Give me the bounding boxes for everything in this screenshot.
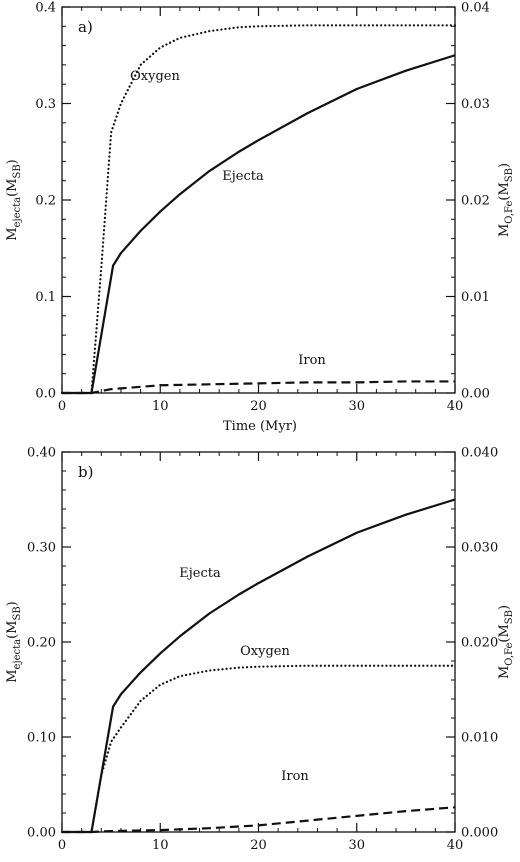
y-right-axis-title: MO,Fe(MSB) [497, 163, 515, 237]
panel-label: b) [78, 463, 93, 481]
series-label-oxygen: Oxygen [130, 69, 180, 84]
series-line-oxygen [60, 24, 457, 395]
y-right-tick-label: 0.040 [461, 446, 498, 461]
series-line-oxygen [60, 664, 457, 834]
y-left-axis-title-main: M [5, 669, 20, 682]
panel-b: 0 10 20 30 40 0.00 0.10 0.20 0.30 0.40 0.000 0.010 0… [5, 446, 515, 854]
y-right-axis-title-sub: O,Fe [504, 201, 515, 224]
series-label-ejecta: Ejecta [222, 169, 264, 184]
series-line-iron [62, 380, 455, 395]
x-tick-label: 10 [152, 838, 169, 853]
y-right-axis-title-unit-sub: SB [504, 168, 515, 182]
x-tick-label: 40 [447, 838, 464, 853]
y-left-axis-title-close: ) [5, 159, 20, 164]
y-left-axis-title-unit-sub: SB [12, 164, 23, 178]
y-right-axis-title-close: ) [497, 163, 512, 168]
y-left-axis-title-unit: (M [5, 621, 20, 639]
y-left-tick-label: 0.10 [27, 731, 56, 746]
x-tick-label: 30 [348, 838, 365, 853]
y-right-tick-label: 0.03 [461, 97, 490, 112]
y-right-tick-label: 0.010 [461, 731, 498, 746]
y-left-tick-label: 0.40 [27, 446, 56, 461]
x-tick-label: 0 [58, 838, 66, 853]
y-right-axis-title-close: ) [497, 605, 512, 610]
y-left-axis-title-unit: (M [5, 179, 20, 197]
y-right-tick-label: 0.01 [461, 290, 490, 305]
y-left-tick-label: 0.0 [35, 387, 56, 402]
y-right-tick-label: 0.04 [461, 1, 490, 16]
series-label-iron: Iron [298, 353, 326, 368]
x-tick-label: 40 [447, 399, 464, 414]
y-left-tick-label: 0.3 [35, 97, 56, 112]
y-right-axis-title-main: M [497, 224, 512, 237]
y-left-axis-title-unit-sub: SB [12, 606, 23, 620]
y-right-tick-label: 0.00 [461, 387, 490, 402]
y-left-tick-label: 0.30 [27, 541, 56, 556]
y-left-axis-title-sub: ejecta [12, 197, 23, 228]
series-label-oxygen: Oxygen [240, 644, 290, 659]
x-tick-label: 20 [250, 838, 267, 853]
x-tick-label: 10 [152, 399, 169, 414]
y-right-tick-label: 0.02 [461, 194, 490, 209]
y-left-axis-title-close: ) [5, 601, 20, 606]
y-left-tick-label: 0.00 [27, 826, 56, 841]
y-left-axis-title: Mejecta(MSB) [5, 159, 23, 241]
y-left-tick-label: 0.2 [35, 194, 56, 209]
y-right-axis-title-unit: (M [497, 624, 512, 642]
y-left-tick-label: 0.1 [35, 290, 56, 305]
y-right-axis-title: MO,Fe(MSB) [497, 605, 515, 679]
series-line-iron [62, 806, 456, 834]
y-right-tick-label: 0.000 [461, 826, 498, 841]
plot-frame [61, 451, 456, 833]
y-left-axis-title: Mejecta(MSB) [5, 601, 23, 683]
y-left-tick-label: 0.20 [27, 636, 56, 651]
y-right-axis-title-unit-sub: SB [504, 610, 515, 624]
x-tick-label: 0 [58, 399, 66, 414]
series-line-ejecta [62, 54, 456, 395]
panel-a: 0 10 20 30 40 0.0 0.1 0.2 0.3 0.4 0.00 0.01 0.02 0.03… [5, 1, 515, 435]
x-axis-title: Time (Myr) [223, 419, 297, 434]
y-left-axis-title-sub: ejecta [12, 639, 23, 670]
series-line-ejecta [62, 498, 456, 834]
y-left-tick-label: 0.4 [35, 1, 56, 16]
y-right-tick-label: 0.020 [461, 636, 498, 651]
panel-label: a) [78, 18, 93, 36]
y-right-axis-title-sub: O,Fe [504, 643, 515, 666]
y-left-axis-title-main: M [5, 227, 20, 240]
y-right-tick-label: 0.030 [461, 541, 498, 556]
x-tick-label: 20 [250, 399, 267, 414]
plot-frame [61, 6, 456, 394]
x-tick-label: 30 [348, 399, 365, 414]
y-right-axis-title-main: M [497, 666, 512, 679]
y-right-axis-title-unit: (M [497, 182, 512, 200]
series-label-iron: Iron [281, 769, 309, 784]
series-label-ejecta: Ejecta [179, 566, 221, 581]
